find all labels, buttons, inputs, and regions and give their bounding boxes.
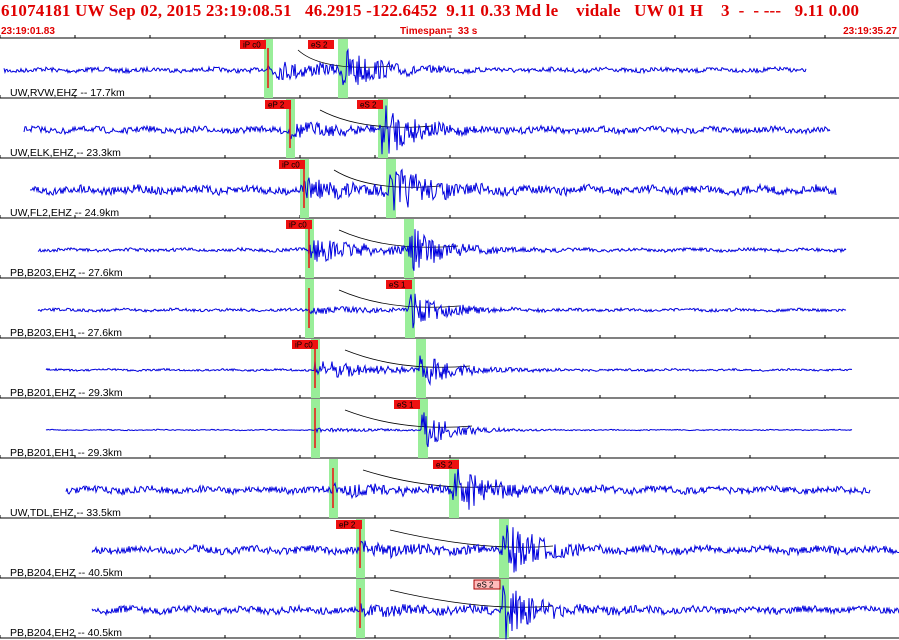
pick-label-box[interactable] — [394, 400, 420, 409]
pick-label-box[interactable] — [279, 160, 305, 169]
waveform-trace[interactable] — [37, 293, 847, 329]
station-label: PB,B204,EHZ -- 40.5km — [10, 567, 123, 579]
pick-label: eS 2 — [311, 41, 328, 50]
waveform-trace[interactable] — [45, 355, 853, 387]
s-window-band — [386, 159, 396, 218]
channel-row[interactable]: iP c0 PB,B201,EHZ -- 29.3km — [10, 339, 853, 399]
waveform-trace[interactable] — [3, 48, 807, 86]
station-label: PB,B201,EH1 -- 29.3km — [10, 447, 122, 459]
pick-label-box[interactable] — [292, 340, 318, 349]
timespan: Timespan= 33 s — [400, 26, 478, 37]
waveform-trace[interactable] — [37, 229, 847, 271]
pick-label: eS 1 — [397, 401, 414, 410]
event-title: 61074181 UW Sep 02, 2015 23:19:08.51 46.… — [1, 1, 860, 20]
pick-label-box[interactable] — [286, 220, 312, 229]
channel-row[interactable]: iP c0 eS 2 UW,RVW,EHZ -- 17.7km — [3, 39, 807, 99]
pick-label: eP 2 — [268, 101, 285, 110]
waveform-trace[interactable] — [23, 105, 831, 155]
pick-label-box[interactable] — [336, 520, 362, 529]
pick-label: iP c0 — [243, 41, 261, 50]
waveform-trace[interactable] — [29, 168, 837, 211]
pick-label: eP 2 — [339, 521, 356, 530]
s-window-band — [418, 399, 428, 458]
channel-row[interactable]: eP 2 eS 2 UW,ELK,EHZ -- 23.3km — [10, 99, 831, 159]
pick-label-box[interactable] — [265, 100, 291, 109]
waveform-trace[interactable] — [45, 412, 853, 448]
station-label: PB,B203,EHZ -- 27.6km — [10, 267, 123, 279]
s-window-band — [416, 339, 426, 398]
start-time: 23:19:01.83 — [1, 26, 55, 37]
station-label: PB,B201,EHZ -- 29.3km — [10, 387, 123, 399]
station-label: UW,FL2,EHZ -- 24.9km — [10, 207, 119, 219]
waveform-trace[interactable] — [65, 465, 871, 510]
pick-label-box[interactable] — [433, 460, 459, 469]
channel-row[interactable]: iP c0 UW,FL2,EHZ -- 24.9km — [10, 159, 837, 219]
pick-label-box[interactable] — [473, 579, 501, 590]
station-label: PB,B203,EH1 -- 27.6km — [10, 327, 122, 339]
pick-label: eS 1 — [389, 281, 406, 290]
end-time: 23:19:35.27 — [843, 26, 897, 37]
pick-label: iP c0 — [282, 161, 300, 170]
pick-label: eS 2 — [436, 461, 453, 470]
pick-label: eS 2 — [360, 101, 377, 110]
waveform-trace[interactable] — [91, 525, 899, 573]
arrival-curve — [319, 109, 433, 128]
channel-row[interactable]: eP 2 PB,B204,EHZ -- 40.5km — [10, 519, 899, 579]
station-label: PB,B204,EH2 -- 40.5km — [10, 627, 122, 639]
arrival-curve — [344, 349, 471, 368]
s-window-band — [338, 39, 348, 98]
arrival-curve — [338, 229, 459, 248]
arrival-curve — [344, 409, 473, 428]
s-window-band — [499, 579, 509, 638]
pick-label-box[interactable] — [386, 280, 412, 289]
pick-label: eS 2 — [477, 581, 494, 590]
channel-row[interactable]: eS 2 PB,B204,EH2 -- 40.5km — [10, 579, 899, 640]
channel-row[interactable]: eS 1 PB,B203,EH1 -- 27.6km — [10, 279, 847, 339]
pick-label-box[interactable] — [357, 100, 383, 109]
channel-row[interactable]: iP c0 PB,B203,EHZ -- 27.6km — [10, 219, 847, 279]
pick-label-box[interactable] — [240, 40, 266, 49]
pick-label: iP c0 — [295, 341, 313, 350]
station-label: UW,RVW,EHZ -- 17.7km — [10, 87, 125, 99]
pick-label: iP c0 — [289, 221, 307, 230]
s-window-band — [405, 279, 415, 338]
pick-label-box[interactable] — [308, 40, 334, 49]
station-label: UW,ELK,EHZ -- 23.3km — [10, 147, 121, 159]
waveform-trace[interactable] — [91, 585, 899, 640]
arrival-curve — [338, 289, 460, 308]
s-window-band — [499, 519, 509, 578]
channel-row[interactable]: eS 2 UW,TDL,EHZ -- 33.5km — [10, 459, 871, 519]
channel-row[interactable]: eS 1 PB,B201,EH1 -- 29.3km — [10, 399, 853, 459]
station-label: UW,TDL,EHZ -- 33.5km — [10, 507, 121, 519]
